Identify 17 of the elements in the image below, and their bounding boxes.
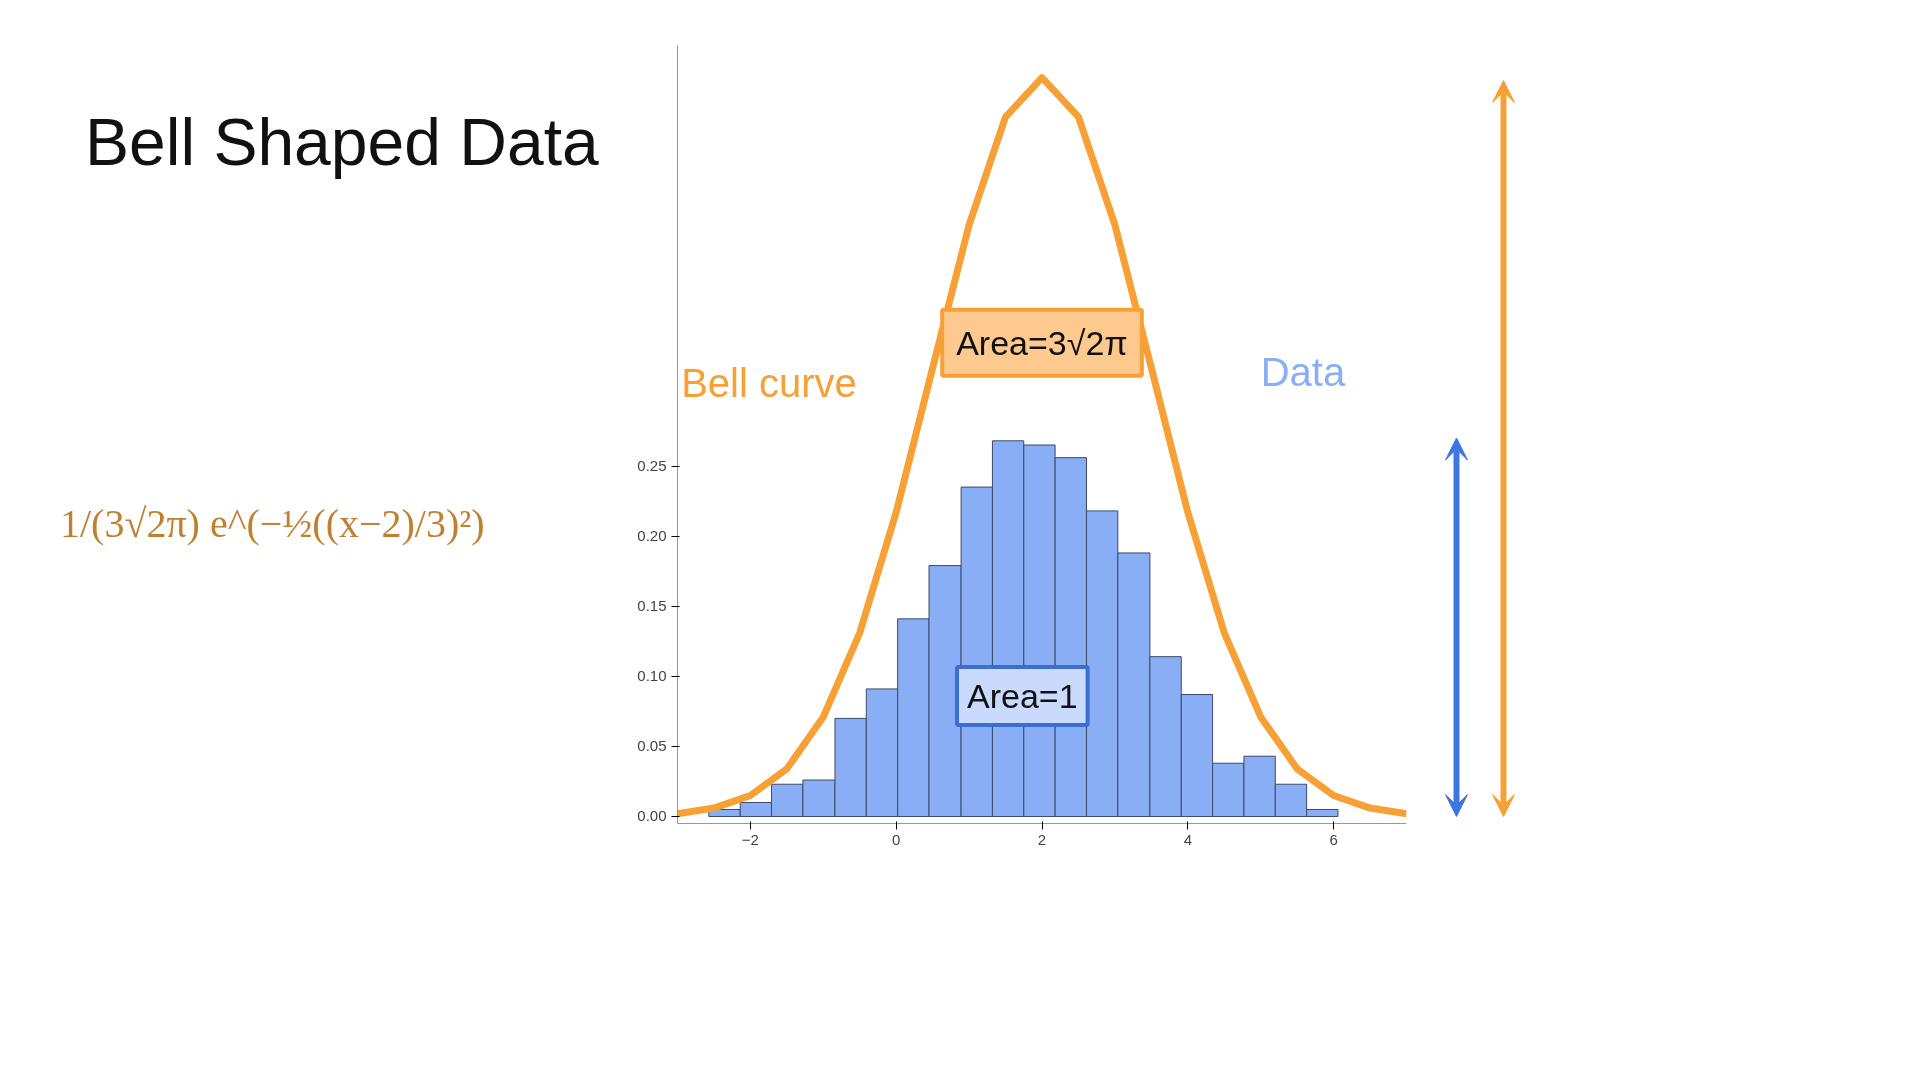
text: Data	[1260, 350, 1346, 395]
y-tick-label: 0.20	[637, 527, 667, 545]
y-tick-label: 0.15	[637, 597, 667, 615]
x-tick-label: −2	[741, 830, 759, 848]
text: Bell Shaped Data	[85, 104, 599, 181]
y-tick-label: 0.10	[637, 667, 667, 685]
x-tick-label: 4	[1183, 830, 1192, 848]
annotation: Area=1	[967, 676, 1078, 715]
x-tick-label: 6	[1329, 830, 1338, 848]
y-tick-label: 0.25	[637, 457, 667, 475]
series-label: Bell curve	[681, 361, 857, 406]
y-tick-label: 0.05	[637, 737, 667, 755]
text: 1/(3√2π) e^(−½((x−2)/3)²)	[60, 500, 485, 548]
x-tick-label: 2	[1037, 830, 1047, 848]
x-tick-label: 0	[892, 830, 901, 848]
annotation: Area=3√2π	[956, 323, 1128, 362]
y-tick-label: 0.00	[637, 807, 667, 825]
